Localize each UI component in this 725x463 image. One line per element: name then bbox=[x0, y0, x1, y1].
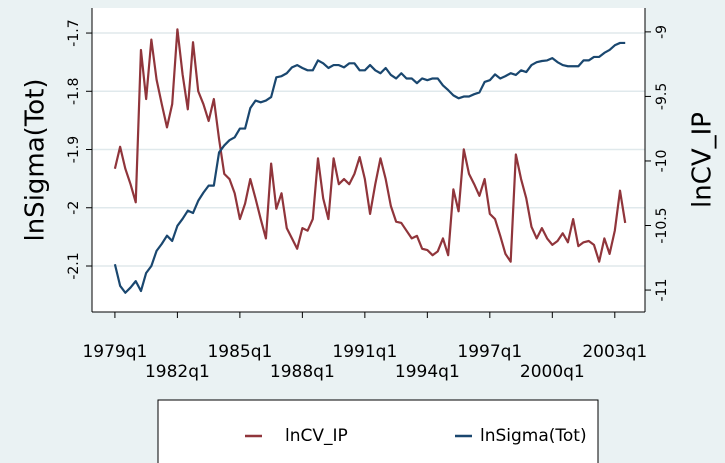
y2-tick-label: -9.5 bbox=[654, 83, 670, 110]
y-tick-label: -1.9 bbox=[66, 136, 82, 163]
x-tick-label: 1988q1 bbox=[270, 362, 335, 382]
x-tick-label: 2003q1 bbox=[582, 342, 647, 362]
y2-tick-label: -10 bbox=[654, 150, 670, 173]
y-axis-title: lnSigma(Tot) bbox=[21, 78, 51, 241]
x-tick-label: 2000q1 bbox=[520, 362, 585, 382]
y-tick-label: -1.8 bbox=[66, 78, 82, 105]
x-tick-label: 1979q1 bbox=[82, 342, 147, 362]
x-tick-label: 1997q1 bbox=[457, 342, 522, 362]
y-tick-label: -2 bbox=[66, 201, 82, 215]
series-line bbox=[113, 28, 627, 263]
legend-label: lnSigma(Tot) bbox=[480, 426, 587, 446]
legend-label: lnCV_IP bbox=[285, 426, 348, 446]
y2-axis-title: lnCV_IP bbox=[688, 112, 718, 208]
x-tick-label: 1991q1 bbox=[332, 342, 397, 362]
y2-tick-label: -9 bbox=[654, 25, 670, 39]
y2-tick-label: -10.5 bbox=[654, 207, 670, 243]
y-tick-label: -1.7 bbox=[66, 19, 82, 46]
x-tick-label: 1994q1 bbox=[395, 362, 460, 382]
legend bbox=[157, 399, 599, 463]
x-tick-label: 1982q1 bbox=[145, 362, 210, 382]
y2-tick-label: -11 bbox=[654, 279, 670, 302]
series-line bbox=[113, 41, 626, 294]
y-tick-label: -2.1 bbox=[66, 252, 82, 279]
x-tick-label: 1985q1 bbox=[207, 342, 272, 362]
